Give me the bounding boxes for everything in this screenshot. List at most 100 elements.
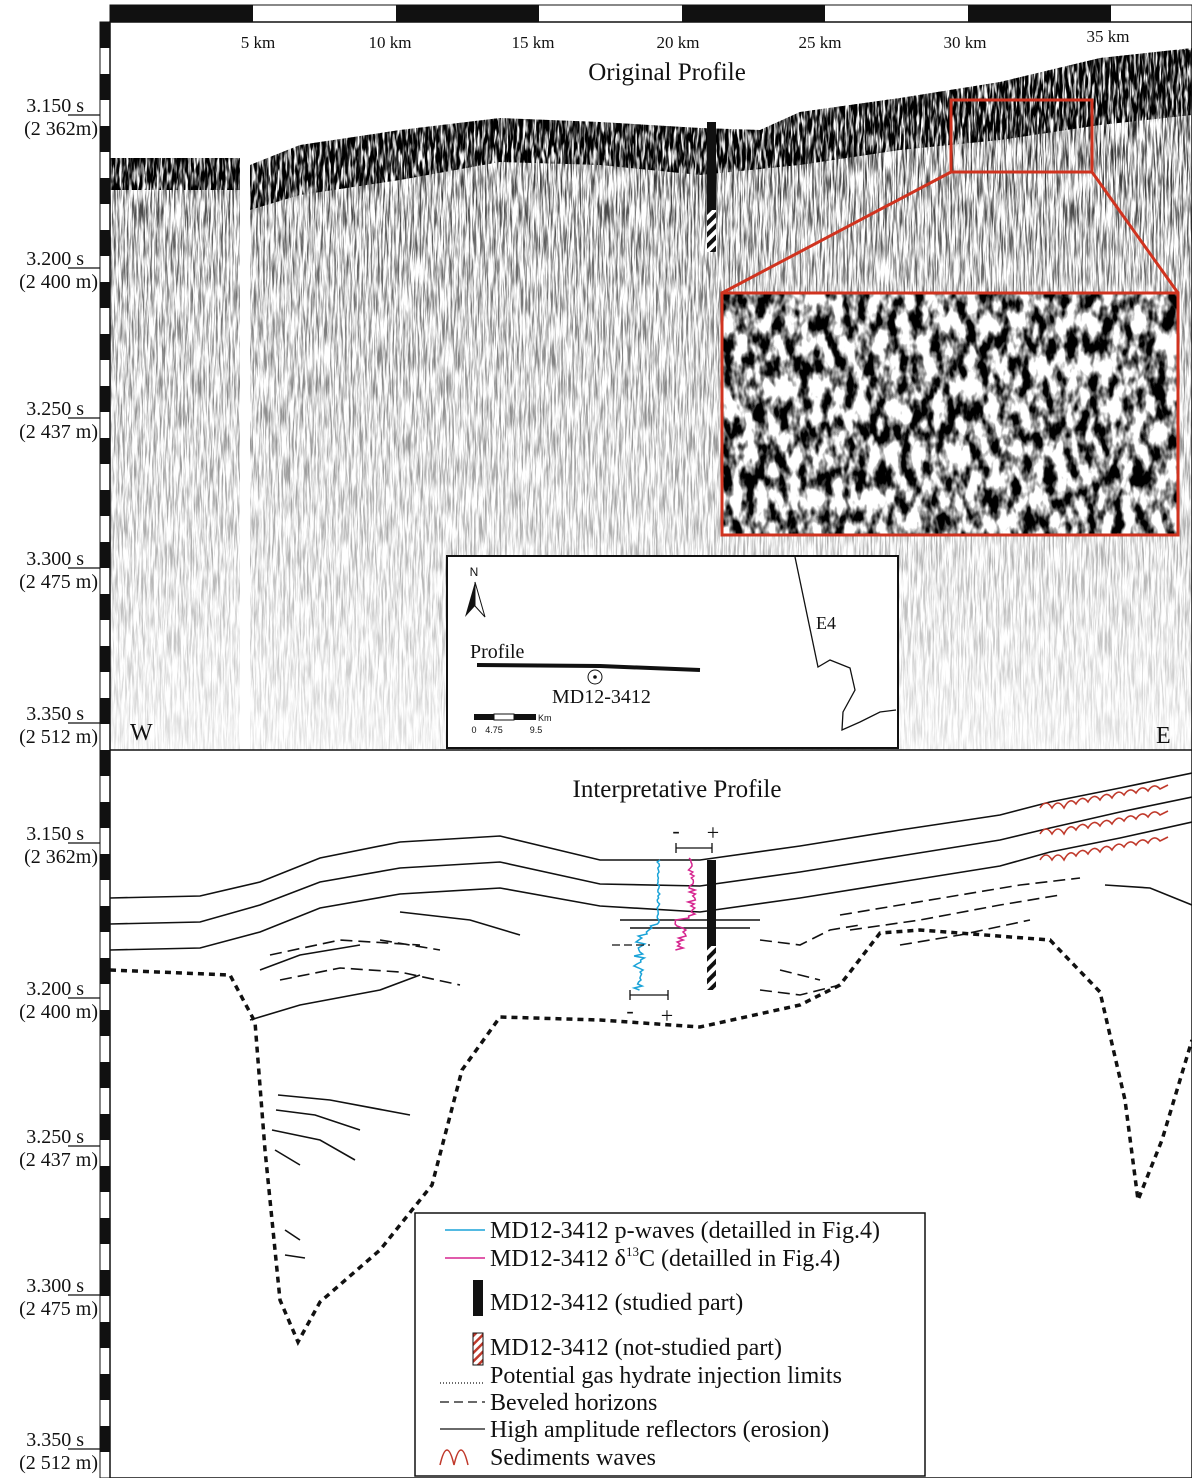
location-map: N Profile MD12-3412 0 4.75 9.5 Km E4: [446, 555, 899, 749]
reflector: [249, 974, 421, 1021]
time-label: 3.150 s: [26, 823, 84, 845]
range-minus: -: [626, 998, 633, 1023]
zoom-seismic: [722, 293, 1178, 535]
reflector: [399, 911, 521, 936]
profile-label: Profile: [470, 641, 525, 663]
km-label: 5 km: [241, 33, 275, 52]
legend-label: MD12-3412 δ13C (detailled in Fig.4): [490, 1244, 840, 1272]
ruler-block: [396, 5, 539, 22]
depth-label: (2 512 m): [19, 1452, 98, 1474]
time-label: 3.300 s: [26, 548, 84, 570]
km-label: 10 km: [369, 33, 412, 52]
profile-line: [476, 663, 701, 672]
reflector: [1104, 884, 1192, 906]
time-label: 3.150 s: [26, 95, 84, 117]
depth-label: (2 437 m): [19, 1149, 98, 1171]
depth-label: (2 475 m): [19, 571, 98, 593]
ruler-block: [100, 22, 110, 48]
ruler-block: [100, 386, 110, 412]
site-label: E4: [816, 613, 836, 633]
top-ruler: [109, 4, 1192, 23]
legend-symbol: [473, 1280, 483, 1316]
km-label: 35 km: [1087, 27, 1130, 46]
ruler-block: [100, 1270, 110, 1296]
depth-label: (2 362m): [24, 118, 98, 140]
map-scale-label: 9.5: [530, 725, 543, 735]
ruler-block: [100, 542, 110, 568]
panel-title: Interpretative Profile: [573, 776, 782, 803]
sediment-wave: [1039, 836, 1169, 862]
ruler-block: [100, 1114, 110, 1140]
p-wave-curve: [631, 859, 661, 991]
legend-text: MD12-3412 δ: [490, 1246, 626, 1272]
depth-label: (2 437 m): [19, 421, 98, 443]
map-scale: [493, 713, 515, 721]
ruler-block: [100, 1010, 110, 1036]
ruler-block: [100, 282, 110, 308]
coastline: [794, 556, 897, 732]
beveled-horizon: [269, 877, 1081, 996]
ruler-block: [100, 958, 110, 984]
depth-label: (2 475 m): [19, 1298, 98, 1320]
time-label: 3.250 s: [26, 1126, 84, 1148]
depth-label: (2 400 m): [19, 1001, 98, 1023]
legend-text: Sediments waves: [490, 1445, 656, 1471]
legend-symbol: [472, 1332, 484, 1366]
ruler-block: [100, 1166, 110, 1192]
east-label: E: [1156, 723, 1171, 749]
map-scale: [514, 714, 536, 720]
depth-label: (2 362m): [24, 846, 98, 868]
ruler-block: [100, 802, 110, 828]
km-label: 20 km: [657, 33, 700, 52]
map-scale: [474, 714, 494, 720]
ruler-block: [100, 1218, 110, 1244]
ruler-block: [968, 5, 1111, 22]
map-scale-label: 0: [471, 725, 476, 735]
sediment-wave: [1039, 784, 1169, 810]
legend-text: Beveled horizons: [490, 1390, 657, 1416]
legend-label: MD12-3412 (studied part): [490, 1290, 743, 1316]
legend-frame: [414, 1212, 926, 1477]
core-studied: [707, 860, 716, 946]
ruler-block: [100, 1322, 110, 1348]
legend-label: Potential gas hydrate injection limits: [490, 1363, 842, 1389]
ruler-block: [100, 854, 110, 880]
map-scale-label: 4.75: [485, 725, 503, 735]
reflector: [259, 944, 361, 971]
zoom-connector: [1090, 171, 1180, 294]
legend-label: Beveled horizons: [490, 1390, 657, 1416]
ruler-block: [100, 490, 110, 516]
d13c-curve: [674, 857, 698, 951]
sediment-wave: [1039, 810, 1169, 836]
panel-title: Original Profile: [588, 59, 746, 86]
core-site-dot: [593, 675, 597, 679]
reflector: [109, 796, 1192, 925]
north-label: N: [470, 565, 479, 579]
ruler-block: [682, 5, 825, 22]
ruler-block: [100, 646, 110, 672]
reflector: [620, 919, 760, 929]
depth-labels: 3.150 s(2 362m)3.200 s(2 400 m)3.250 s(2…: [19, 95, 100, 1474]
ruler-block: [100, 750, 110, 776]
legend-label: High amplitude reflectors (erosion): [490, 1417, 829, 1443]
ruler-block: [100, 698, 110, 724]
ruler-block: [100, 906, 110, 932]
time-label: 3.350 s: [26, 703, 84, 725]
legend-text: MD12-3412 p-waves (detailled in Fig.4): [490, 1218, 880, 1244]
legend-text: Potential gas hydrate injection limits: [490, 1363, 842, 1389]
ruler-block: [100, 230, 110, 256]
time-label: 3.200 s: [26, 248, 84, 270]
legend-label: Sediments waves: [490, 1445, 656, 1471]
left-ruler: [99, 21, 111, 1478]
km-label: 30 km: [944, 33, 987, 52]
km-labels: 5 km 10 km 15 km 20 km 25 km 30 km 35 km: [241, 27, 1130, 52]
ruler-block: [100, 438, 110, 464]
interpretation: [109, 772, 1192, 1346]
legend-text: MD12-3412 (not-studied part): [490, 1335, 782, 1361]
reflector: [271, 1094, 411, 1259]
core-not-studied: [707, 946, 716, 990]
west-label: W: [130, 720, 153, 746]
ruler-block: [100, 1062, 110, 1088]
core-not-studied: [707, 210, 716, 252]
depth-label: (2 400 m): [19, 271, 98, 293]
